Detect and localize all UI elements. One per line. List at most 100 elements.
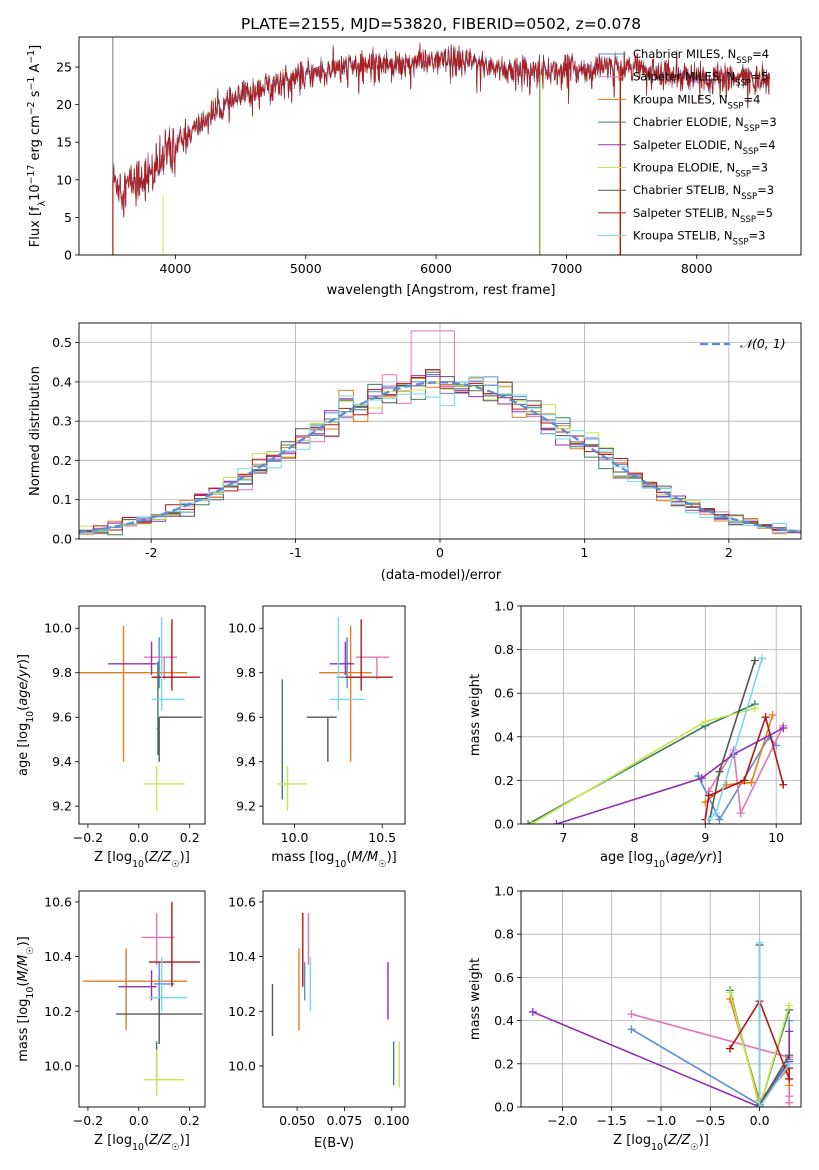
axes-frame xyxy=(262,605,406,825)
y-axis-label: mass weight xyxy=(468,674,483,756)
y-tick-label: 9.2 xyxy=(52,799,72,814)
y-tick-label: 9.6 xyxy=(236,710,256,725)
x-tick-label: 5000 xyxy=(290,261,322,276)
weight-marker-c5 xyxy=(552,820,561,824)
y-tick-label: 0.8 xyxy=(494,642,514,657)
axes-frame xyxy=(520,890,802,1108)
legend-entry: Chabrier ELODIE, NSSP=3 xyxy=(633,115,777,134)
age-vs-metallicity-panel: −0.2 0.0 0.2 9.2 9.4 9.6 9.8 10.0 Z [log10(Z/Z☉)… xyxy=(16,605,206,870)
x-tick-label: 10.5 xyxy=(368,830,396,845)
x-tick-label: -1 xyxy=(289,545,301,560)
y-tick-label: 0.4 xyxy=(494,1013,514,1028)
y-tick-label: 10.4 xyxy=(228,949,256,964)
x-axis-label: E(B-V) xyxy=(314,1136,354,1151)
y-tick-label: 10.0 xyxy=(228,621,256,636)
y-tick-label: 10.0 xyxy=(44,1058,72,1073)
x-axis-label: mass [log10(M/M☉)] xyxy=(271,850,397,870)
mass-vs-ebv-marks xyxy=(271,912,401,1088)
axes-frame xyxy=(78,605,206,825)
y-tick-label: 10.0 xyxy=(228,1058,256,1073)
residual-histogram-panel: -2 -1 0 1 2 0.0 0.1 0.2 0.3 0.4 0.5 𝒩(0, 1) (data-mo… xyxy=(28,322,802,583)
weight-line-c2 xyxy=(708,725,785,816)
x-tick-label: 8000 xyxy=(681,261,713,276)
mass-weight-vs-age-marks xyxy=(524,654,788,824)
x-tick-label: 0.2 xyxy=(180,830,200,845)
weight-line-c9 xyxy=(758,942,790,1107)
x-tick-label: 0.100 xyxy=(374,1113,410,1128)
y-tick-label: 0.5 xyxy=(52,335,72,350)
y-tick-label: 0.4 xyxy=(52,374,72,389)
weight-marker-c9 xyxy=(711,809,720,818)
y-tick-label: 0.2 xyxy=(494,773,514,788)
axes-frame xyxy=(262,890,406,1108)
age-vs-mass-marks xyxy=(277,617,393,811)
weight-marker-c6 xyxy=(726,988,735,997)
y-tick-label: 5 xyxy=(64,210,72,225)
x-tick-label: −1.0 xyxy=(646,1113,676,1128)
spectrum-panel: 4000 5000 6000 7000 8000 0 5 10 15 20 25 Chabrier M… xyxy=(26,36,802,298)
legend-entry: Salpeter STELIB, NSSP=5 xyxy=(633,206,773,225)
weight-marker-c1 xyxy=(715,815,724,824)
x-tick-label: 2 xyxy=(725,545,733,560)
weight-marker-c9 xyxy=(755,938,764,947)
x-tick-label: 10.0 xyxy=(281,830,309,845)
weight-marker-c7 xyxy=(715,767,724,776)
weight-marker-c6 xyxy=(701,717,710,726)
legend-entry: Salpeter MILES, NSSP=5 xyxy=(633,70,768,89)
y-tick-label: 10.4 xyxy=(44,949,72,964)
weight-marker-c8 xyxy=(785,1074,794,1083)
weight-line-c6 xyxy=(729,992,790,1107)
legend-entry: Kroupa MILES, NSSP=4 xyxy=(633,92,760,111)
normal-pdf-line xyxy=(79,381,801,534)
weight-marker-c8 xyxy=(761,713,770,722)
y-tick-label: 10 xyxy=(56,172,72,187)
y-axis-label: mass [log10(M/M☉)] xyxy=(16,936,36,1062)
x-tick-label: 7 xyxy=(560,830,568,845)
axes-frame xyxy=(78,36,802,256)
x-tick-label: 0.0 xyxy=(129,1113,149,1128)
spectrum-line-c8 xyxy=(112,43,771,218)
x-tick-label: 4000 xyxy=(160,261,192,276)
mass-weight-vs-metallicity-panel: −2.0 −1.5 −1.0 −0.5 0.0 0.0 0.2 0.4 0.6 0.8 1.0 Z [… xyxy=(468,884,802,1153)
y-tick-label: 10.2 xyxy=(228,1004,256,1019)
weight-marker-c2 xyxy=(785,1098,794,1107)
weight-line-c8 xyxy=(729,999,790,1080)
weight-marker-c8 xyxy=(779,780,788,789)
y-tick-label: 10.6 xyxy=(44,894,72,909)
y-axis-label: mass weight xyxy=(468,958,483,1040)
y-tick-label: 9.4 xyxy=(52,754,72,769)
y-tick-label: 0.8 xyxy=(494,927,514,942)
mass-vs-metallicity-marks xyxy=(82,901,203,1097)
x-tick-label: 0.0 xyxy=(750,1113,770,1128)
y-tick-label: 10.0 xyxy=(44,621,72,636)
x-tick-label: 6000 xyxy=(420,261,452,276)
x-axis-label: wavelength [Angstrom, rest frame] xyxy=(327,283,556,298)
weight-line-c9 xyxy=(708,658,763,821)
residual-histogram-marks xyxy=(79,330,801,536)
legend-entry: Chabrier STELIB, NSSP=3 xyxy=(633,183,774,202)
weight-marker-c6 xyxy=(785,1001,794,1010)
y-tick-label: 0.1 xyxy=(52,492,72,507)
x-tick-label: 1 xyxy=(580,545,588,560)
weight-marker-c9 xyxy=(758,654,767,663)
y-tick-label: 0.3 xyxy=(52,414,72,429)
x-tick-label: −0.2 xyxy=(73,830,103,845)
y-tick-label: 9.4 xyxy=(236,754,256,769)
y-axis-label: Flux [fλ10−17 erg cm−2 s−1 A−1] xyxy=(26,45,48,247)
x-axis-label: Z [log10(Z/Z☉)] xyxy=(94,1133,190,1153)
y-tick-label: 0.4 xyxy=(494,729,514,744)
x-tick-label: 0.075 xyxy=(327,1113,363,1128)
weight-marker-c8 xyxy=(740,776,749,785)
weight-marker-c2 xyxy=(627,1010,636,1019)
weight-marker-c9 xyxy=(704,815,713,824)
y-tick-label: 0.6 xyxy=(494,970,514,985)
legend-entry: Salpeter ELODIE, NSSP=4 xyxy=(633,138,776,157)
y-axis-label: Normed distribution xyxy=(28,366,43,496)
weight-marker-c5 xyxy=(697,774,706,783)
figure-title: PLATE=2155, MJD=53820, FIBERID=0502, z=0… xyxy=(241,15,641,33)
x-axis-label: Z [log10(Z/Z☉)] xyxy=(94,850,190,870)
weight-marker-c5 xyxy=(528,1007,537,1016)
x-tick-label: −0.5 xyxy=(695,1113,725,1128)
